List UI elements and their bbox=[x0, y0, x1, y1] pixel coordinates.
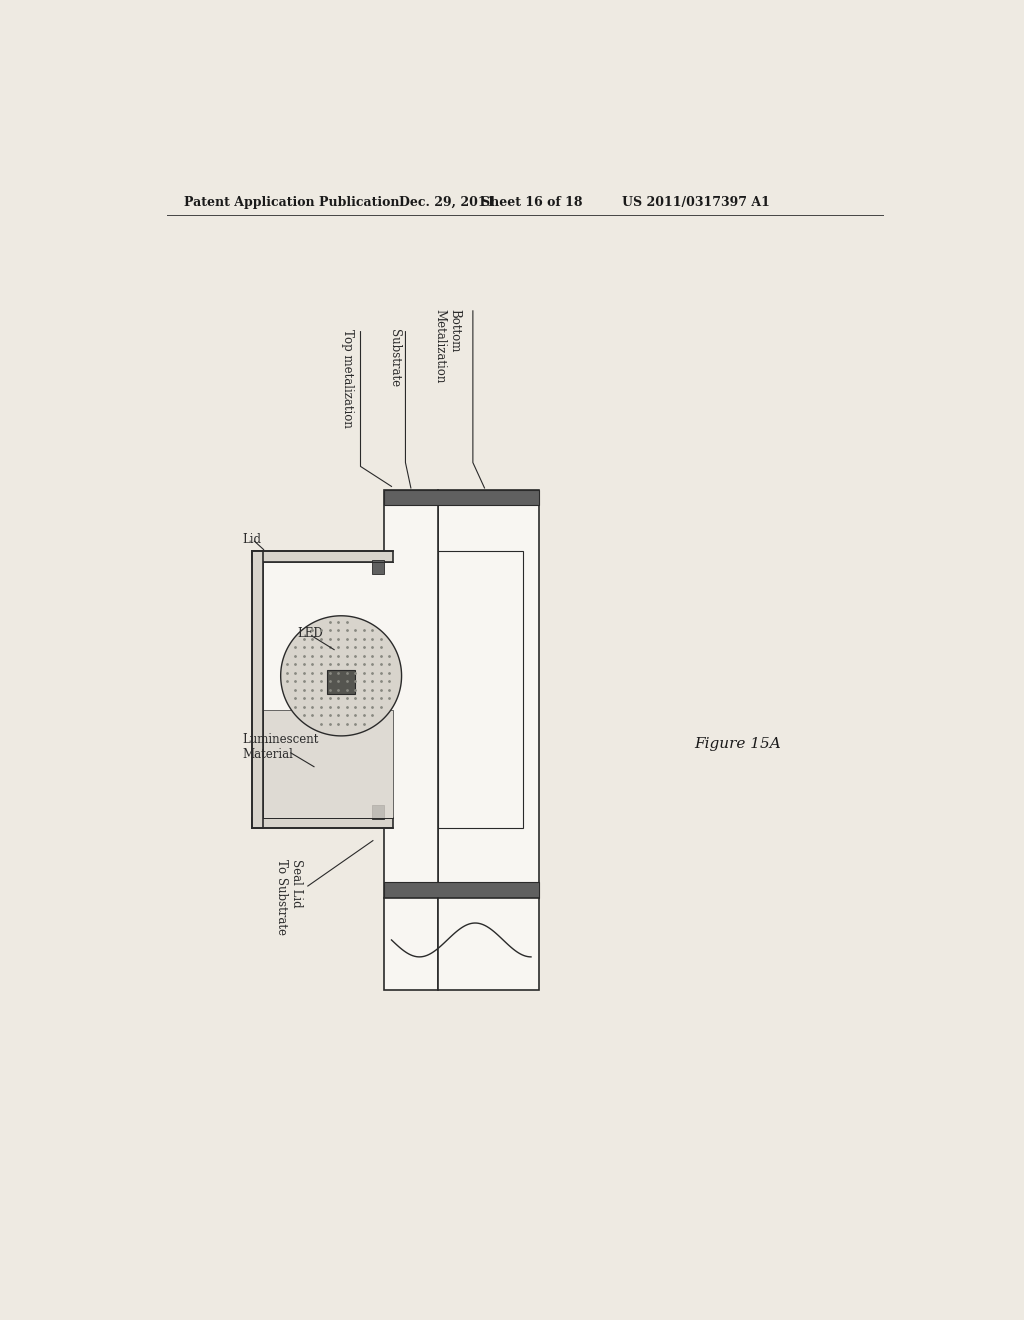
Text: LED: LED bbox=[297, 627, 323, 640]
Bar bbox=[438, 898, 539, 990]
Bar bbox=[438, 490, 539, 898]
Bar bbox=[384, 490, 438, 898]
Text: Luminescent
Material: Luminescent Material bbox=[243, 734, 319, 762]
Text: Figure 15A: Figure 15A bbox=[693, 737, 780, 751]
Bar bbox=[252, 552, 263, 829]
Bar bbox=[384, 898, 438, 990]
Bar bbox=[252, 552, 393, 562]
Bar bbox=[372, 805, 384, 818]
Bar bbox=[438, 552, 523, 829]
Text: Bottom
Metalization: Bottom Metalization bbox=[433, 309, 461, 383]
Text: US 2011/0317397 A1: US 2011/0317397 A1 bbox=[623, 197, 770, 209]
Text: Top metalization: Top metalization bbox=[341, 330, 354, 428]
Bar bbox=[328, 669, 355, 694]
Bar bbox=[372, 560, 384, 574]
Polygon shape bbox=[281, 616, 401, 735]
Bar bbox=[384, 490, 539, 504]
Text: Lid: Lid bbox=[243, 533, 262, 546]
Bar bbox=[263, 710, 393, 817]
Text: Substrate: Substrate bbox=[388, 330, 400, 388]
Bar bbox=[384, 882, 539, 898]
Text: Dec. 29, 2011: Dec. 29, 2011 bbox=[399, 197, 496, 209]
Text: Patent Application Publication: Patent Application Publication bbox=[183, 197, 399, 209]
Text: Sheet 16 of 18: Sheet 16 of 18 bbox=[481, 197, 583, 209]
Text: Seal Lid
To Substrate: Seal Lid To Substrate bbox=[275, 859, 303, 935]
Bar bbox=[252, 817, 393, 829]
Bar bbox=[263, 562, 393, 817]
